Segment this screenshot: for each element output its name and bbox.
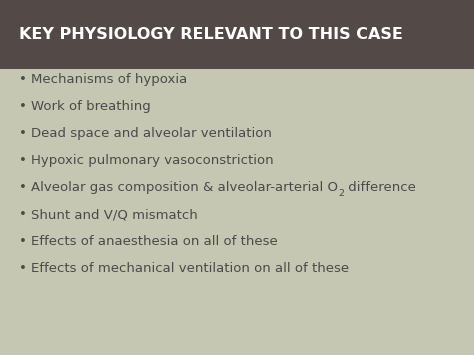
Text: 2: 2 <box>338 189 344 198</box>
Text: •: • <box>19 154 27 167</box>
Text: •: • <box>19 235 27 248</box>
Text: Dead space and alveolar ventilation: Dead space and alveolar ventilation <box>31 127 272 140</box>
Text: Mechanisms of hypoxia: Mechanisms of hypoxia <box>31 73 187 86</box>
Text: •: • <box>19 100 27 113</box>
Text: Effects of anaesthesia on all of these: Effects of anaesthesia on all of these <box>31 235 278 248</box>
Text: •: • <box>19 73 27 86</box>
Text: •: • <box>19 208 27 221</box>
Text: Work of breathing: Work of breathing <box>31 100 151 113</box>
Text: •: • <box>19 262 27 275</box>
Text: Alveolar gas composition & alveolar-arterial O: Alveolar gas composition & alveolar-arte… <box>31 181 338 194</box>
Text: difference: difference <box>344 181 416 194</box>
Text: Hypoxic pulmonary vasoconstriction: Hypoxic pulmonary vasoconstriction <box>31 154 273 167</box>
Text: Shunt and V/Q mismatch: Shunt and V/Q mismatch <box>31 208 198 221</box>
Text: KEY PHYSIOLOGY RELEVANT TO THIS CASE: KEY PHYSIOLOGY RELEVANT TO THIS CASE <box>19 27 403 42</box>
Bar <box>0 0 474 69</box>
Text: •: • <box>19 127 27 140</box>
Text: Effects of mechanical ventilation on all of these: Effects of mechanical ventilation on all… <box>31 262 349 275</box>
Text: •: • <box>19 181 27 194</box>
